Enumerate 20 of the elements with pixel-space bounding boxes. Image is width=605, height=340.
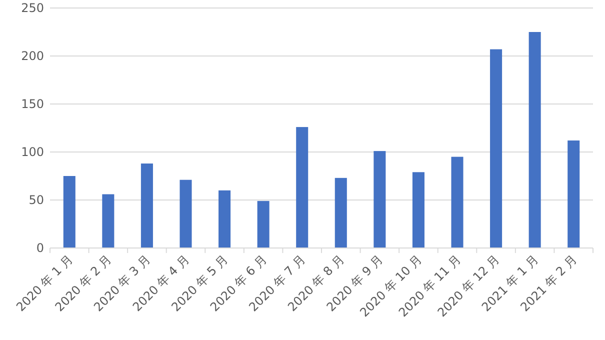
- bar: [296, 127, 308, 248]
- y-tick-label: 200: [21, 49, 44, 63]
- bar: [490, 49, 502, 248]
- y-tick-label: 100: [21, 145, 44, 159]
- bar: [568, 140, 580, 248]
- bar: [140, 164, 153, 248]
- bar: [451, 156, 464, 248]
- bar: [102, 194, 114, 248]
- bar: [334, 178, 347, 248]
- bar: [63, 176, 76, 248]
- bar: [528, 32, 541, 248]
- bar: [257, 200, 270, 248]
- bar: [180, 180, 192, 248]
- y-tick-label: 150: [21, 97, 44, 111]
- bar: [412, 172, 424, 248]
- y-tick-label: 0: [36, 241, 44, 255]
- y-tick-label: 50: [28, 193, 44, 207]
- bar: [218, 190, 231, 248]
- bar: [374, 151, 386, 248]
- y-tick-label: 250: [21, 1, 44, 15]
